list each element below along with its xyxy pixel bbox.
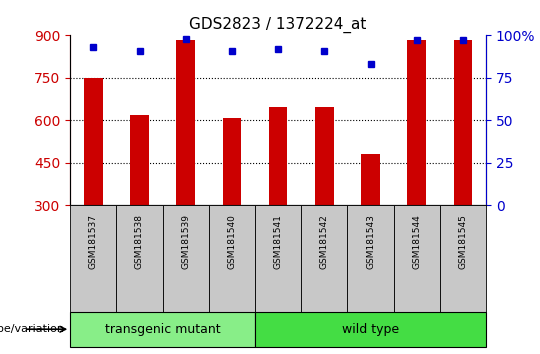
Bar [70,312,255,347]
Bar [117,205,163,312]
Bar [408,40,426,205]
Bar [315,107,334,205]
Bar [255,312,486,347]
Text: transgenic mutant: transgenic mutant [105,323,220,336]
Bar [70,205,117,312]
Bar [130,115,148,205]
Text: GSM181541: GSM181541 [274,214,282,269]
Bar [440,205,486,312]
Bar [255,205,301,312]
Bar [394,205,440,312]
Text: GSM181543: GSM181543 [366,214,375,269]
Bar [222,118,241,205]
Text: GSM181542: GSM181542 [320,214,329,269]
Text: GSM181545: GSM181545 [458,214,468,269]
Text: GSM181537: GSM181537 [89,214,98,269]
Text: GSM181539: GSM181539 [181,214,190,269]
Bar [84,78,103,205]
Bar [347,205,394,312]
Bar [454,40,472,205]
Text: genotype/variation: genotype/variation [0,324,65,334]
Text: GSM181544: GSM181544 [412,214,421,269]
Bar [163,205,209,312]
Text: GSM181540: GSM181540 [227,214,237,269]
Text: GSM181538: GSM181538 [135,214,144,269]
Bar [177,40,195,205]
Title: GDS2823 / 1372224_at: GDS2823 / 1372224_at [190,16,367,33]
Bar [301,205,347,312]
Bar [361,154,380,205]
Text: wild type: wild type [342,323,399,336]
Bar [269,107,287,205]
Bar [209,205,255,312]
